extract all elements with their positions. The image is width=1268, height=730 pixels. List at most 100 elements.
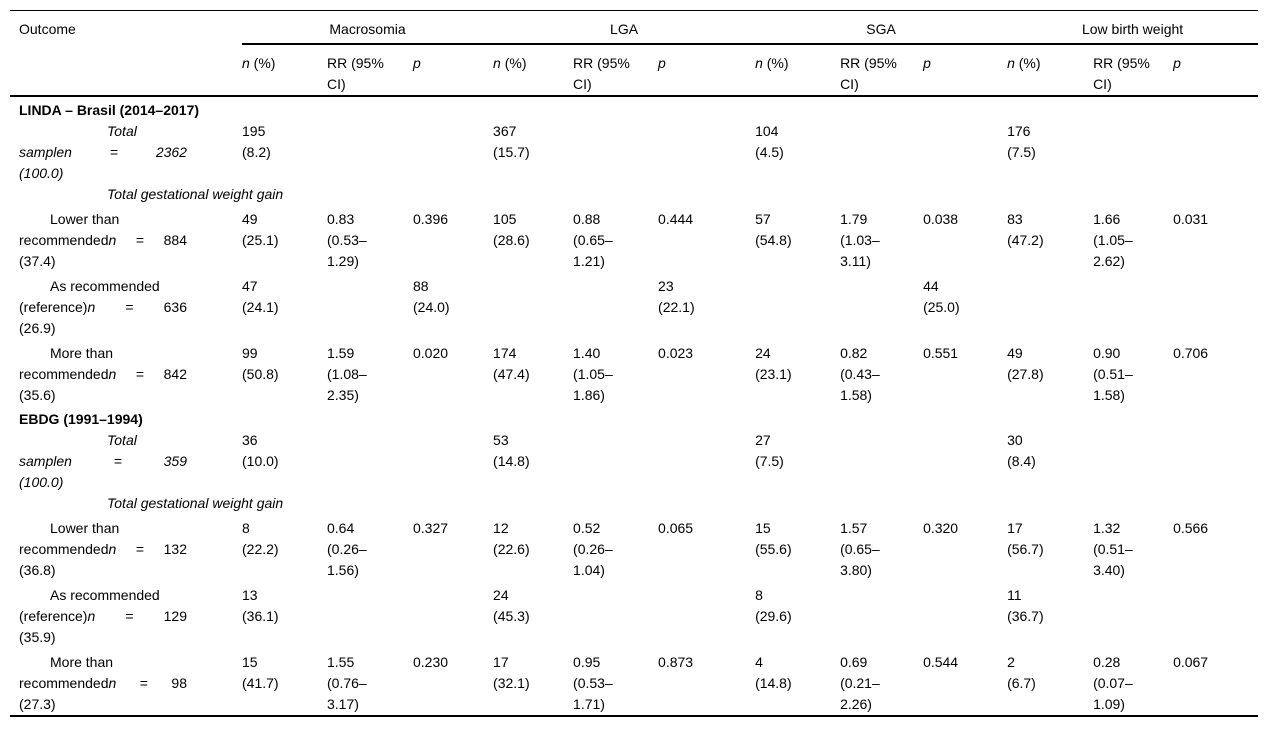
table-cell: 0.82 (0.43– 1.58) (840, 344, 880, 403)
row-label: More than recommendedn = 98 (27.3) (19, 653, 187, 712)
table-row: Lower than recommendedn = 132 (36.8) 8 (22.2) 0… (10, 514, 1258, 581)
table-cell: 0.023 (658, 344, 694, 361)
table-cell: 30 (8.4) (1007, 431, 1036, 469)
table-cell (923, 581, 1007, 648)
row-label: Lower than recommendedn = 132 (36.8) (19, 519, 187, 578)
table-cell (1173, 581, 1258, 648)
column-header-outcome: Outcome (19, 21, 76, 37)
table-body: LINDA – Brasil (2014–2017) Total samplen = 2… (10, 96, 1258, 716)
table-cell: 47 (24.1) (242, 277, 279, 315)
table-cell (1093, 121, 1173, 184)
table-row: Total gestational weight gain (10, 184, 1258, 205)
row-label: Total samplen = 2362 (100.0) (19, 122, 187, 181)
table-cell: 49 (25.1) (242, 210, 279, 248)
table-cell: 0.444 (658, 210, 694, 227)
table-row: Total samplen = 2362 (100.0) 195 (8.2) 367 (15.7… (10, 121, 1258, 184)
column-header-n-percent-1: n (%) (493, 54, 527, 71)
column-header-rr-ci-2: RR (95% CI) (840, 54, 897, 92)
column-header-rr-ci-3: RR (95% CI) (1093, 54, 1150, 92)
table-cell: 1.57 (0.65– 3.80) (840, 519, 880, 578)
table-cell (327, 430, 413, 493)
column-header-rr-ci-0: RR (95% CI) (327, 54, 384, 92)
table-cell: 0.038 (923, 210, 959, 227)
row-label: Lower than recommendedn = 884 (37.4) (19, 210, 187, 269)
empty-cell (573, 184, 1258, 205)
table-cell: 11 (36.7) (1007, 586, 1044, 624)
table-cell: 17 (32.1) (493, 653, 530, 691)
table-cell: 1.59 (1.08– 2.35) (327, 344, 367, 403)
table-cell: 104 (4.5) (755, 122, 784, 160)
column-header-group-low-birth-weight: Low birth weight (1007, 10, 1259, 45)
table-cell: 0.230 (413, 653, 449, 670)
table-cell: 0.873 (658, 653, 694, 670)
table-cell: 4 (14.8) (755, 653, 792, 691)
table-cell (573, 430, 658, 493)
table-cell: 0.64 (0.26– 1.56) (327, 519, 367, 578)
table-cell (923, 430, 1007, 493)
table-cell: 1.40 (1.05– 1.86) (573, 344, 613, 403)
table-cell: 0.52 (0.26– 1.04) (573, 519, 613, 578)
table-cell: 0.396 (413, 210, 449, 227)
table-cell: 0.031 (1173, 210, 1209, 227)
table-cell: 0.28 (0.07– 1.09) (1093, 653, 1133, 712)
table-cell: 15 (55.6) (755, 519, 792, 557)
table-cell: 0.88 (0.65– 1.21) (573, 210, 613, 269)
table-cell (840, 272, 923, 339)
table-cell (1007, 272, 1093, 339)
column-header-n-percent-3: n (%) (1007, 54, 1041, 71)
column-header-n-percent-0: n (%) (242, 54, 276, 71)
table-cell: 17 (56.7) (1007, 519, 1044, 557)
column-header-group-sga: SGA (755, 10, 1008, 45)
table-row: As recommended (reference)n = 129 (35.9) 13 (3… (10, 581, 1258, 648)
table-row: EBDG (1991–1994) (10, 406, 1258, 430)
table-cell: 367 (15.7) (493, 122, 530, 160)
table-cell: 0.90 (0.51– 1.58) (1093, 344, 1133, 403)
table-cell (658, 581, 755, 648)
table-cell (573, 581, 658, 648)
subheader-row: n (%) RR (95% CI) p n (%) RR (95% CI) p n (%) RR … (10, 44, 1258, 96)
table-cell (658, 430, 755, 493)
table-cell (327, 121, 413, 184)
table-cell: 0.320 (923, 519, 959, 536)
table-cell (840, 430, 923, 493)
table-cell: 0.566 (1173, 519, 1209, 536)
table-cell (413, 581, 493, 648)
table-cell (1173, 121, 1258, 184)
table-row: More than recommendedn = 98 (27.3) 15 (41.7) 1.… (10, 648, 1258, 716)
sub-section-label: Total gestational weight gain (107, 494, 284, 511)
table-cell: 0.551 (923, 344, 959, 361)
table-cell (573, 272, 658, 339)
table-cell: 24 (23.1) (755, 344, 792, 382)
table-cell: 24 (45.3) (493, 586, 530, 624)
table-cell: 1.55 (0.76– 3.17) (327, 653, 367, 712)
column-header-n-percent-2: n (%) (755, 54, 789, 71)
table-cell: 27 (7.5) (755, 431, 784, 469)
table-cell (1093, 581, 1173, 648)
table-cell (840, 121, 923, 184)
sub-section-label: Total gestational weight gain (107, 185, 284, 202)
column-header-p-3: p (1173, 54, 1181, 71)
table-cell: 0.69 (0.21– 2.26) (840, 653, 880, 712)
row-label: As recommended (reference)n = 636 (26.9) (19, 277, 187, 336)
table-cell: 0.067 (1173, 653, 1209, 670)
row-label: As recommended (reference)n = 129 (35.9) (19, 586, 187, 645)
table-row: As recommended (reference)n = 636 (26.9) 47 (2… (10, 272, 1258, 339)
table-cell (413, 430, 493, 493)
table-cell: 13 (36.1) (242, 586, 279, 624)
table-cell: 0.327 (413, 519, 449, 536)
table-cell (573, 121, 658, 184)
table-row: Total samplen = 359 (100.0) 36 (10.0) 53 (14.8) 2… (10, 430, 1258, 493)
table-cell: 0.065 (658, 519, 694, 536)
section-header: LINDA – Brasil (2014–2017) (19, 101, 200, 118)
table-row: More than recommendedn = 842 (35.6) 99 (50.8) 1… (10, 339, 1258, 406)
table-row: LINDA – Brasil (2014–2017) (10, 96, 1258, 121)
row-label: Total samplen = 359 (100.0) (19, 431, 187, 490)
outcomes-table: Outcome Macrosomia LGA SGA Low birth wei… (10, 10, 1259, 717)
table-cell (413, 121, 493, 184)
table-cell: 8 (29.6) (755, 586, 792, 624)
column-header-group-lga: LGA (493, 10, 756, 45)
table-cell (1093, 430, 1173, 493)
table-cell: 36 (10.0) (242, 431, 279, 469)
table-row: Lower than recommendedn = 884 (37.4) 49 (25.1)… (10, 205, 1258, 272)
